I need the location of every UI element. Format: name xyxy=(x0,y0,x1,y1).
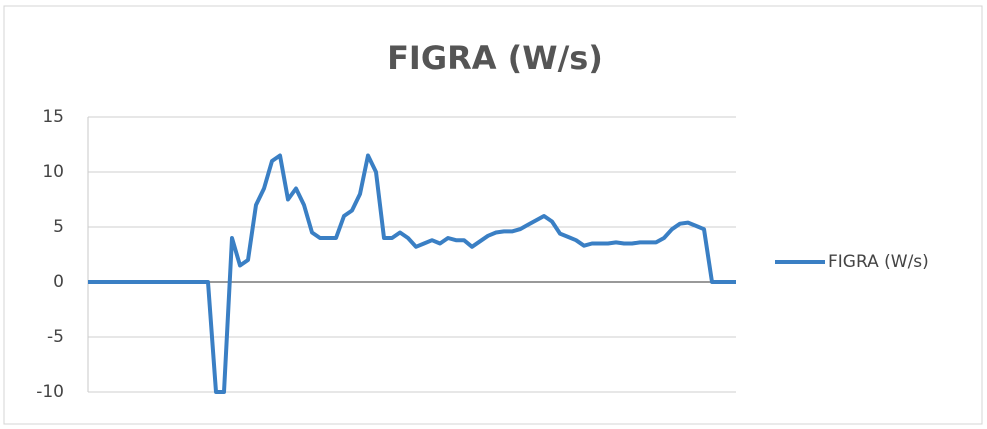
y-tick-label: 5 xyxy=(53,217,64,237)
legend-label: FIGRA (W/s) xyxy=(828,252,929,272)
series-line xyxy=(88,153,736,394)
y-tick-label: -5 xyxy=(47,327,64,347)
chart-border xyxy=(3,5,983,425)
y-tick-label: 10 xyxy=(42,162,64,182)
y-tick-label: 15 xyxy=(42,107,64,127)
chart-title: FIGRA (W/s) xyxy=(387,39,603,77)
y-tick-label: 0 xyxy=(53,272,64,292)
y-tick-label: -10 xyxy=(36,382,64,402)
